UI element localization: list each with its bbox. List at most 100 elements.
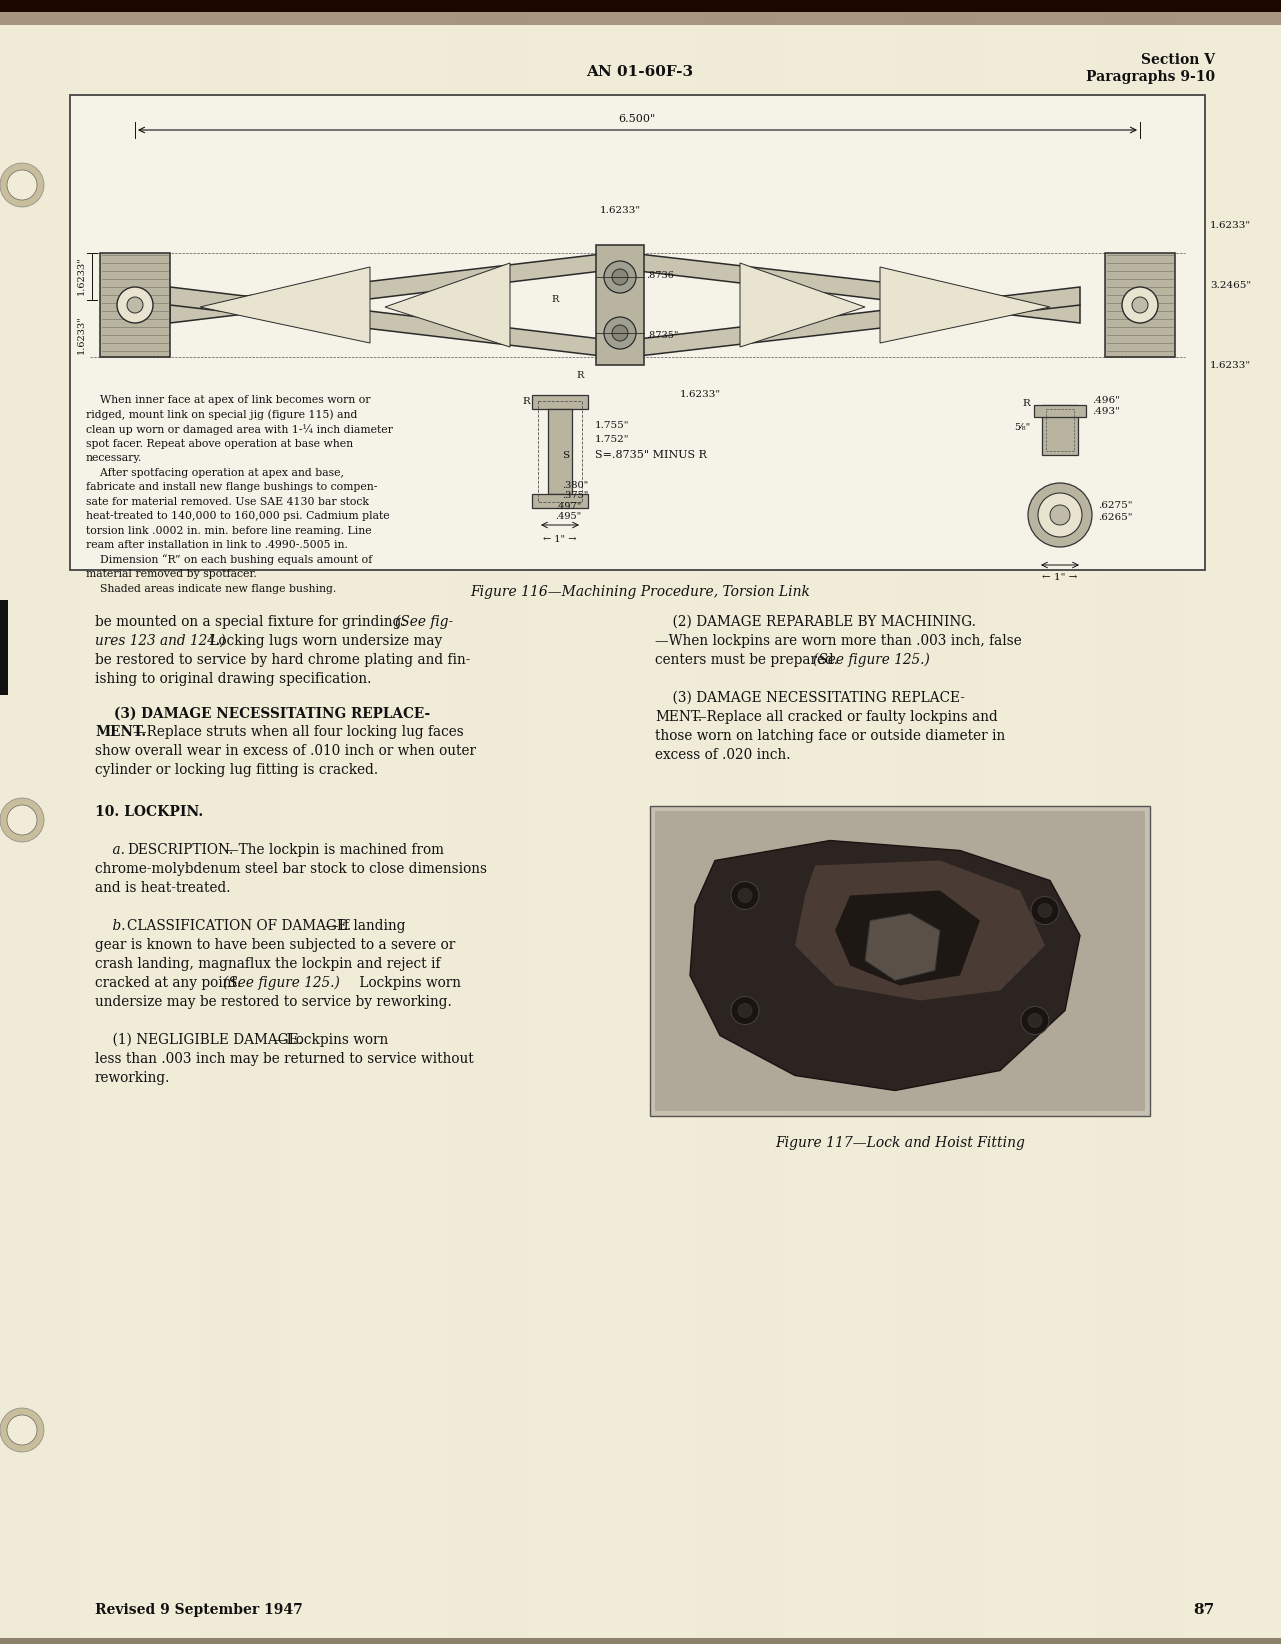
Text: 1.6233": 1.6233" — [77, 316, 86, 355]
Text: crash landing, magnaflux the lockpin and reject if: crash landing, magnaflux the lockpin and… — [95, 957, 441, 972]
Polygon shape — [630, 288, 1080, 357]
Text: clean up worn or damaged area with 1-¼ inch diameter: clean up worn or damaged area with 1-¼ i… — [86, 424, 393, 434]
Text: .493": .493" — [1091, 406, 1120, 416]
Circle shape — [1027, 1013, 1041, 1028]
Circle shape — [1031, 896, 1059, 924]
Text: undersize may be restored to service by reworking.: undersize may be restored to service by … — [95, 995, 452, 1009]
Text: .8735": .8735" — [646, 330, 679, 340]
Text: Revised 9 September 1947: Revised 9 September 1947 — [95, 1603, 302, 1618]
Text: 3.2465": 3.2465" — [1211, 281, 1252, 289]
Text: ishing to original drawing specification.: ishing to original drawing specification… — [95, 672, 371, 686]
Polygon shape — [170, 288, 610, 357]
Bar — [699, 0, 780, 1644]
Text: 10. LOCKPIN.: 10. LOCKPIN. — [95, 806, 204, 819]
Text: necessary.: necessary. — [86, 454, 142, 464]
Circle shape — [1038, 904, 1052, 917]
Text: —Replace struts when all four locking lug faces: —Replace struts when all four locking lu… — [133, 725, 464, 740]
Text: Section V: Section V — [1141, 53, 1214, 67]
Text: b.: b. — [95, 919, 129, 934]
Text: 87: 87 — [1194, 1603, 1214, 1618]
Bar — [450, 0, 530, 1644]
Text: ridged, mount link on special jig (figure 115) and: ridged, mount link on special jig (figur… — [86, 409, 357, 421]
Text: cylinder or locking lug fitting is cracked.: cylinder or locking lug fitting is crack… — [95, 763, 378, 778]
Circle shape — [6, 1415, 37, 1445]
Text: .495": .495" — [555, 511, 582, 521]
Bar — [596, 245, 644, 365]
Text: 1.6233": 1.6233" — [77, 256, 86, 296]
Bar — [0, 1637, 1281, 1644]
Polygon shape — [880, 266, 1050, 344]
Bar — [1041, 404, 1079, 455]
Text: (3) DAMAGE NECESSITATING REPLACE-: (3) DAMAGE NECESSITATING REPLACE- — [95, 707, 430, 720]
Text: 1.6233": 1.6233" — [1211, 220, 1252, 230]
Text: ← 1" →: ← 1" → — [543, 534, 576, 544]
Text: .380": .380" — [562, 480, 588, 490]
Polygon shape — [835, 891, 980, 985]
Circle shape — [612, 270, 628, 284]
Text: R: R — [551, 296, 559, 304]
Text: —If landing: —If landing — [325, 919, 406, 934]
Text: After spotfacing operation at apex and base,: After spotfacing operation at apex and b… — [86, 467, 345, 477]
Text: be restored to service by hard chrome plating and fin-: be restored to service by hard chrome pl… — [95, 653, 470, 667]
Circle shape — [1027, 483, 1091, 547]
Bar — [0, 600, 8, 695]
Text: be mounted on a special fixture for grinding.: be mounted on a special fixture for grin… — [95, 615, 410, 630]
Text: MENT.: MENT. — [95, 725, 146, 740]
Text: (1) NEGLIGIBLE DAMAGE.: (1) NEGLIGIBLE DAMAGE. — [95, 1032, 302, 1047]
Bar — [649, 806, 1150, 1116]
Polygon shape — [865, 914, 940, 980]
Text: .496": .496" — [1091, 396, 1120, 404]
Polygon shape — [740, 263, 865, 347]
Bar — [1047, 409, 1073, 450]
Text: 5⁄₈": 5⁄₈" — [1013, 423, 1030, 431]
Text: R: R — [576, 370, 584, 380]
Text: reworking.: reworking. — [95, 1070, 170, 1085]
Circle shape — [731, 996, 760, 1024]
Text: Lockpins worn: Lockpins worn — [355, 977, 461, 990]
Circle shape — [0, 163, 44, 207]
Bar — [538, 401, 582, 501]
Polygon shape — [170, 253, 610, 322]
Bar — [0, 0, 1281, 25]
Text: heat-treated to 140,000 to 160,000 psi. Cadmium plate: heat-treated to 140,000 to 160,000 psi. … — [86, 511, 389, 521]
Text: 1.752": 1.752" — [594, 434, 629, 444]
Text: R: R — [1022, 398, 1030, 408]
Circle shape — [738, 1003, 752, 1018]
Text: less than .003 inch may be returned to service without: less than .003 inch may be returned to s… — [95, 1052, 474, 1065]
Text: —When lockpins are worn more than .003 inch, false: —When lockpins are worn more than .003 i… — [655, 635, 1022, 648]
Bar — [100, 253, 170, 357]
Text: S: S — [562, 450, 569, 460]
Text: 1.6233": 1.6233" — [1211, 360, 1252, 370]
Bar — [655, 810, 1145, 1110]
Bar — [1100, 0, 1180, 1644]
Circle shape — [605, 261, 635, 293]
Bar — [1106, 253, 1175, 357]
Text: MENT.: MENT. — [655, 710, 702, 723]
Text: 1.6233": 1.6233" — [600, 206, 640, 215]
Text: Figure 117—Lock and Hoist Fitting: Figure 117—Lock and Hoist Fitting — [775, 1136, 1025, 1149]
Circle shape — [731, 881, 760, 909]
Text: those worn on latching face or outside diameter in: those worn on latching face or outside d… — [655, 728, 1006, 743]
Circle shape — [0, 797, 44, 842]
Text: (See fig-: (See fig- — [395, 615, 453, 630]
Text: and is heat-treated.: and is heat-treated. — [95, 881, 231, 894]
Circle shape — [6, 806, 37, 835]
Polygon shape — [690, 840, 1080, 1090]
Bar — [0, 0, 1281, 12]
Circle shape — [1122, 288, 1158, 322]
Text: .8736: .8736 — [646, 271, 674, 279]
Text: —Replace all cracked or faulty lockpins and: —Replace all cracked or faulty lockpins … — [693, 710, 998, 723]
Circle shape — [1132, 298, 1148, 312]
Text: .375": .375" — [562, 490, 588, 500]
Polygon shape — [386, 263, 510, 347]
Text: chrome-molybdenum steel bar stock to close dimensions: chrome-molybdenum steel bar stock to clo… — [95, 861, 487, 876]
Bar — [901, 0, 980, 1644]
Polygon shape — [630, 253, 1080, 322]
Text: ← 1" →: ← 1" → — [1043, 574, 1077, 582]
Text: R: R — [523, 396, 530, 406]
Circle shape — [1038, 493, 1082, 538]
Text: 1.6233": 1.6233" — [679, 390, 720, 399]
Text: (See figure 125.): (See figure 125.) — [223, 977, 339, 990]
Bar — [0, 0, 79, 1644]
Circle shape — [117, 288, 152, 322]
